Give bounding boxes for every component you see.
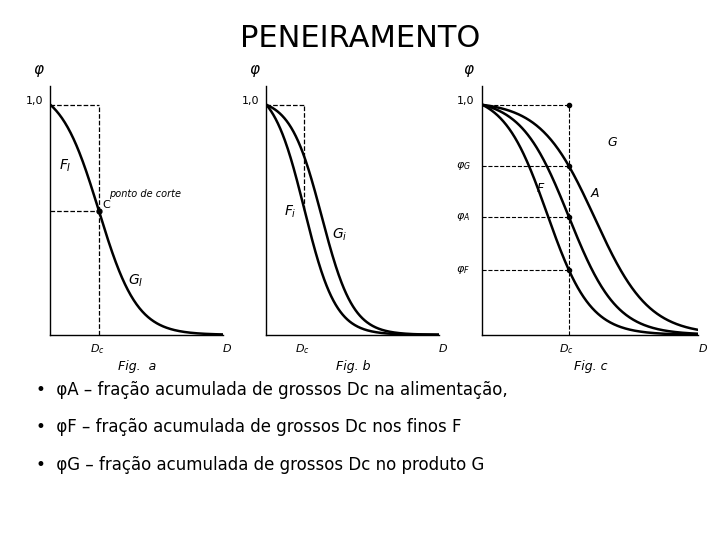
Text: $F_I$: $F_I$	[59, 157, 71, 173]
Text: $D$: $D$	[222, 342, 232, 354]
Text: A: A	[590, 187, 599, 200]
Text: 1,0: 1,0	[242, 96, 260, 106]
Text: $D$: $D$	[438, 342, 448, 354]
Text: $G_I$: $G_I$	[128, 272, 143, 288]
Text: 1,0: 1,0	[456, 96, 474, 106]
Text: $F_i$: $F_i$	[284, 203, 297, 220]
Text: •  φG – fração acumulada de grossos Dc no produto G: • φG – fração acumulada de grossos Dc no…	[36, 456, 485, 474]
Text: $\varphi$: $\varphi$	[463, 63, 474, 79]
Text: $\varphi_A$: $\varphi_A$	[456, 211, 471, 222]
Text: Fig. c: Fig. c	[574, 360, 607, 373]
Text: F: F	[536, 182, 544, 195]
Text: •  φA – fração acumulada de grossos Dc na alimentação,: • φA – fração acumulada de grossos Dc na…	[36, 381, 508, 399]
Text: $D_c$: $D_c$	[559, 342, 574, 356]
Text: $\varphi_F$: $\varphi_F$	[456, 264, 470, 276]
Text: C: C	[102, 200, 110, 210]
Text: $G_i$: $G_i$	[332, 226, 348, 242]
Text: $D$: $D$	[698, 342, 708, 354]
Text: $\varphi$: $\varphi$	[249, 63, 261, 79]
Text: Fig.  a: Fig. a	[117, 360, 156, 373]
Text: 1,0: 1,0	[26, 96, 44, 106]
Text: $D_c$: $D_c$	[295, 342, 310, 356]
Text: ponto de corte: ponto de corte	[109, 189, 181, 199]
Text: G: G	[608, 136, 617, 149]
Text: Fig. b: Fig. b	[336, 360, 370, 373]
Text: •  φF – fração acumulada de grossos Dc nos finos F: • φF – fração acumulada de grossos Dc no…	[36, 418, 462, 436]
Text: $\varphi_G$: $\varphi_G$	[456, 160, 472, 172]
Text: $\varphi$: $\varphi$	[33, 63, 45, 79]
Text: $D_c$: $D_c$	[90, 342, 104, 356]
Text: PENEIRAMENTO: PENEIRAMENTO	[240, 24, 480, 53]
